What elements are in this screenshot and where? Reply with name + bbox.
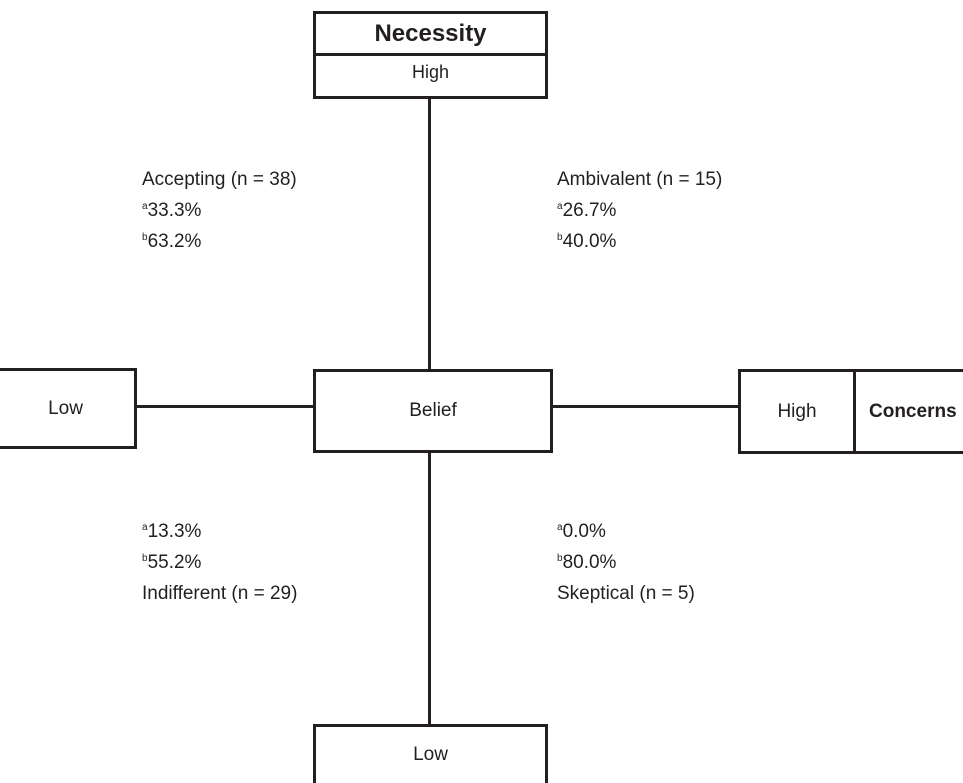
horizontal-axis-right [551, 405, 741, 408]
quadrant-indifferent-b: b55.2% [142, 552, 202, 573]
vertical-axis-top [428, 97, 431, 372]
vertical-axis-bottom [428, 451, 431, 726]
necessity-low-box: Low [313, 724, 548, 783]
concerns-title: Concerns [869, 400, 957, 422]
belief-label: Belief [409, 400, 457, 421]
quadrant-skeptical-a: a0.0% [557, 521, 606, 542]
concerns-title-box: Concerns [853, 369, 963, 454]
quadrant-accepting-name: Accepting (n = 38) [142, 169, 297, 190]
quadrant-skeptical-name: Skeptical (n = 5) [557, 583, 695, 604]
necessity-low-label: Low [413, 744, 448, 765]
quadrant-accepting: Accepting (n = 38) a33.3% b63.2% [142, 164, 297, 257]
quadrant-indifferent: a13.3% b55.2% Indifferent (n = 29) [142, 516, 297, 609]
necessity-high-label: High [411, 62, 450, 82]
quadrant-indifferent-name: Indifferent (n = 29) [142, 583, 298, 604]
belief-box: Belief [313, 369, 553, 453]
quadrant-indifferent-a: a13.3% [142, 521, 202, 542]
quadrant-ambivalent-a: a26.7% [557, 200, 617, 221]
quadrant-skeptical: a0.0% b80.0% Skeptical (n = 5) [557, 516, 695, 609]
quadrant-accepting-a: a33.3% [142, 200, 202, 221]
necessity-high-box: High [313, 53, 548, 99]
concerns-high-label: High [777, 400, 817, 422]
horizontal-axis-left [134, 405, 314, 408]
concerns-low-label: Low [48, 397, 83, 419]
quadrant-skeptical-b: b80.0% [557, 552, 617, 573]
concerns-high-box: High [738, 369, 856, 454]
concerns-low-box: Low [0, 368, 137, 449]
quadrant-ambivalent-name: Ambivalent (n = 15) [557, 169, 723, 190]
quadrant-ambivalent-b: b40.0% [557, 231, 617, 252]
quadrant-ambivalent: Ambivalent (n = 15) a26.7% b40.0% [557, 164, 722, 257]
quadrant-accepting-b: b63.2% [142, 231, 202, 252]
necessity-title: Necessity [374, 19, 487, 47]
necessity-title-box: Necessity [313, 11, 548, 56]
